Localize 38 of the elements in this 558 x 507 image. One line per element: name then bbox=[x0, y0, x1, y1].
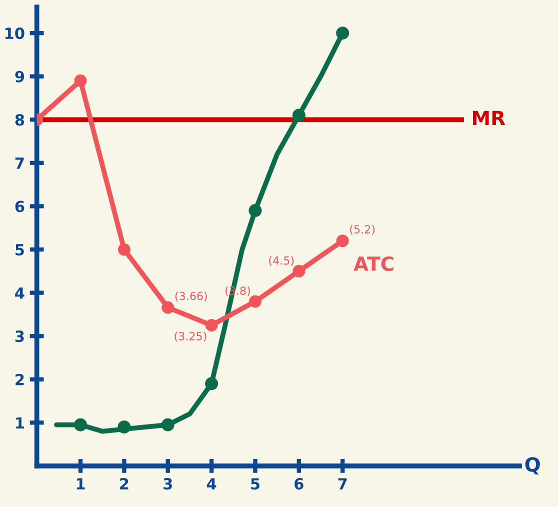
x-tick-label: 3 bbox=[164, 478, 172, 490]
point bbox=[248, 204, 262, 218]
ref-line-label: MR bbox=[473, 110, 506, 126]
y-tick-label: 2 bbox=[16, 374, 24, 386]
x-tick-label: 5 bbox=[251, 478, 260, 490]
point bbox=[118, 243, 130, 256]
x-tick-label: 4 bbox=[206, 478, 216, 490]
y-tick-label: 1 bbox=[16, 417, 24, 428]
x-tick-label: 6 bbox=[294, 478, 304, 490]
data-label: (4.5) bbox=[269, 256, 294, 266]
data-label: (3.66) bbox=[175, 292, 207, 302]
point bbox=[292, 108, 306, 122]
point bbox=[162, 301, 174, 314]
y-tick-label: 8 bbox=[15, 114, 24, 126]
data-label: (5.2) bbox=[350, 224, 375, 235]
point bbox=[161, 418, 174, 432]
x-tick-label: 7 bbox=[338, 478, 347, 490]
data-label: (3.25) bbox=[174, 332, 206, 342]
y-tick-label: 6 bbox=[15, 200, 24, 212]
point bbox=[205, 377, 218, 390]
point bbox=[292, 264, 306, 278]
x-axis-title: Q bbox=[525, 457, 540, 474]
point bbox=[118, 420, 131, 434]
y-tick-label: 9 bbox=[15, 70, 24, 82]
x-tick-label: 1 bbox=[76, 478, 85, 490]
y-tick-label: 3 bbox=[15, 330, 24, 342]
point bbox=[336, 234, 349, 248]
y-tick-label: 4 bbox=[15, 287, 24, 299]
point bbox=[74, 74, 87, 87]
x-tick-label: 2 bbox=[120, 478, 128, 490]
y-tick-label: 5 bbox=[16, 244, 24, 256]
y-tick-label: 7 bbox=[15, 158, 24, 169]
point bbox=[336, 26, 350, 40]
y-tick-label: 10 bbox=[5, 28, 24, 40]
series-label: ATC bbox=[354, 256, 394, 272]
point bbox=[74, 418, 88, 432]
point bbox=[205, 319, 218, 332]
point bbox=[248, 295, 262, 308]
